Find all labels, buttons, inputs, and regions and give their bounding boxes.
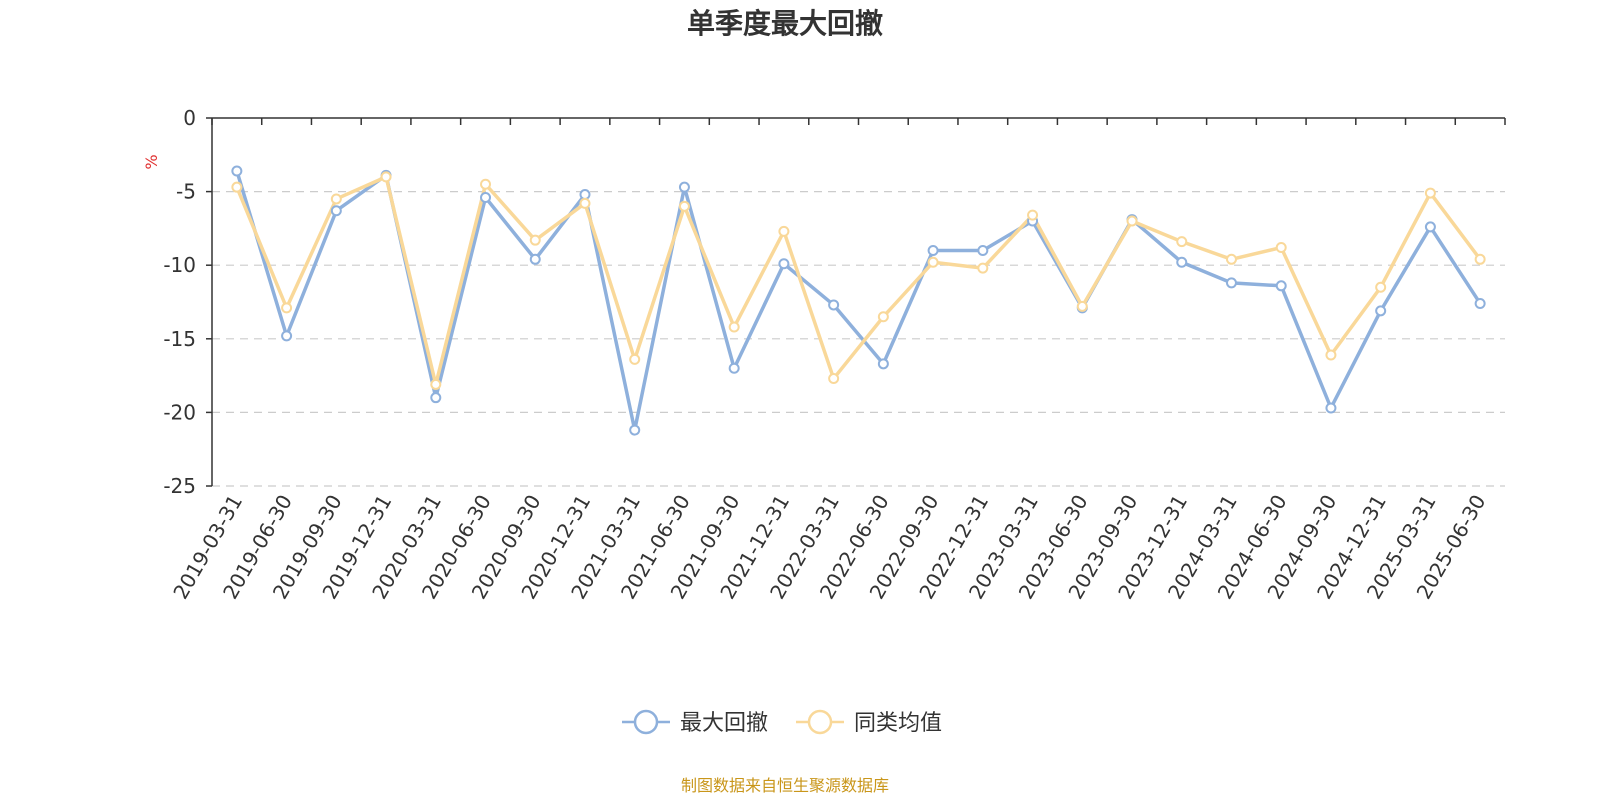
- y-tick-label: -20: [163, 400, 196, 424]
- data-point[interactable]: [778, 225, 790, 237]
- data-point[interactable]: [1225, 253, 1237, 265]
- legend[interactable]: 最大回撤 同类均值: [622, 709, 942, 736]
- data-point[interactable]: [480, 178, 492, 190]
- y-tick-label: -5: [176, 180, 196, 204]
- y-tick-label: -25: [163, 474, 196, 498]
- data-point[interactable]: [1424, 221, 1436, 233]
- legend-item-1[interactable]: 最大回撤: [622, 709, 768, 736]
- data-point[interactable]: [231, 181, 243, 193]
- gridlines: [212, 191, 1505, 487]
- legend-label: 最大回撤: [680, 711, 768, 736]
- data-point[interactable]: [1027, 209, 1039, 221]
- data-point[interactable]: [380, 171, 392, 183]
- data-point[interactable]: [480, 191, 492, 203]
- data-point[interactable]: [1474, 297, 1486, 309]
- data-point[interactable]: [977, 244, 989, 256]
- data-point[interactable]: [728, 321, 740, 333]
- data-point[interactable]: [1275, 280, 1287, 292]
- data-point[interactable]: [828, 373, 840, 385]
- source-note: 制图数据来自恒生聚源数据库: [681, 776, 889, 795]
- y-tick-label: -15: [163, 327, 196, 351]
- data-point[interactable]: [1076, 300, 1088, 312]
- data-point[interactable]: [977, 262, 989, 274]
- series-1-points: [231, 165, 1486, 436]
- series-group: [231, 165, 1486, 436]
- chart-title: 单季度最大回撤: [687, 7, 883, 40]
- data-point[interactable]: [678, 200, 690, 212]
- data-point[interactable]: [1126, 215, 1138, 227]
- data-point[interactable]: [579, 189, 591, 201]
- data-point[interactable]: [529, 234, 541, 246]
- axes: [211, 117, 1505, 486]
- y-tick-label: -10: [163, 253, 196, 277]
- data-point[interactable]: [1375, 281, 1387, 293]
- legend-circle-icon: [807, 709, 833, 735]
- data-point[interactable]: [430, 378, 442, 390]
- data-point[interactable]: [927, 256, 939, 268]
- data-point[interactable]: [629, 353, 641, 365]
- series-line: [235, 175, 1482, 387]
- data-point[interactable]: [1325, 402, 1337, 414]
- data-point[interactable]: [330, 193, 342, 205]
- data-point[interactable]: [281, 302, 293, 314]
- data-point[interactable]: [1176, 236, 1188, 248]
- x-axis-ticks: 2019-03-312019-06-302019-09-302019-12-31…: [168, 118, 1506, 603]
- data-point[interactable]: [927, 244, 939, 256]
- data-point[interactable]: [529, 253, 541, 265]
- data-point[interactable]: [678, 181, 690, 193]
- data-point[interactable]: [579, 197, 591, 209]
- legend-circle-icon: [633, 709, 659, 735]
- data-point[interactable]: [1176, 256, 1188, 268]
- data-point[interactable]: [330, 205, 342, 217]
- y-axis-unit-label: %: [142, 154, 161, 169]
- data-point[interactable]: [877, 358, 889, 370]
- data-point[interactable]: [430, 392, 442, 404]
- series-line: [235, 170, 1482, 432]
- data-point[interactable]: [1424, 187, 1436, 199]
- data-point[interactable]: [728, 362, 740, 374]
- series-2-points: [231, 171, 1486, 390]
- series-1: [235, 170, 1482, 432]
- data-point[interactable]: [828, 299, 840, 311]
- data-point[interactable]: [1225, 277, 1237, 289]
- y-axis-ticks: 0 -5 -10 -15 -20 -25: [163, 106, 212, 498]
- data-point[interactable]: [629, 424, 641, 436]
- data-point[interactable]: [877, 311, 889, 323]
- data-point[interactable]: [1325, 349, 1337, 361]
- data-point[interactable]: [1275, 242, 1287, 254]
- y-tick-label: 0: [183, 106, 196, 130]
- legend-item-2[interactable]: 同类均值: [796, 709, 942, 736]
- legend-label: 同类均值: [854, 711, 942, 736]
- data-point[interactable]: [1474, 253, 1486, 265]
- data-point[interactable]: [231, 165, 243, 177]
- data-point[interactable]: [281, 330, 293, 342]
- data-point[interactable]: [1375, 305, 1387, 317]
- data-point[interactable]: [778, 258, 790, 270]
- series-2: [235, 175, 1482, 387]
